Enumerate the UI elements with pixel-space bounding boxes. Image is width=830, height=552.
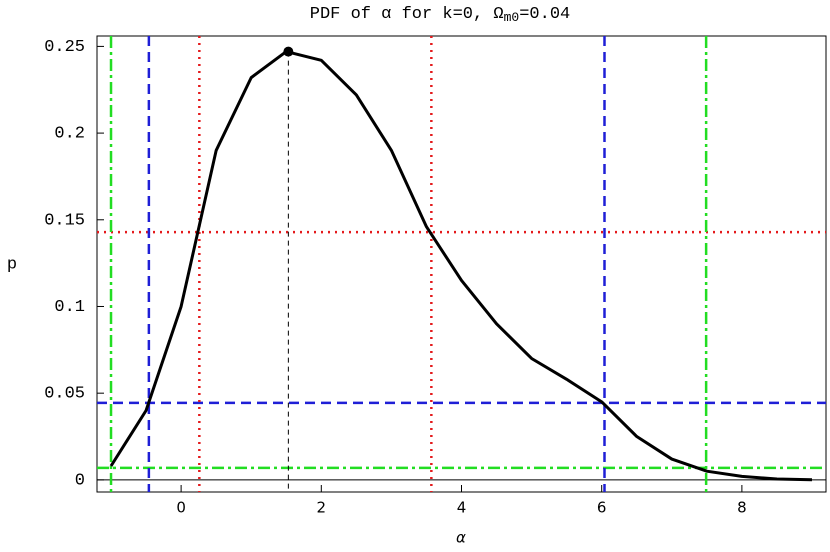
title-subscript: m0 bbox=[504, 10, 520, 25]
x-tick-label: 0 bbox=[176, 499, 186, 517]
y-tick-label: 0.25 bbox=[44, 38, 85, 57]
title-suffix: =0.04 bbox=[519, 5, 570, 24]
x-tick-label: 6 bbox=[597, 499, 607, 517]
plot-frame bbox=[96, 35, 827, 493]
pdf-curve bbox=[109, 50, 813, 482]
y-tick-label: 0.1 bbox=[54, 298, 85, 317]
title-main: PDF of α for k=0, Ω bbox=[310, 5, 504, 24]
x-tick-label: 8 bbox=[737, 499, 747, 517]
y-axis-label: p bbox=[7, 255, 17, 274]
y-tick-label: 0.05 bbox=[44, 385, 85, 404]
y-tick-label: 0.15 bbox=[44, 211, 85, 230]
x-tick-label: 4 bbox=[457, 499, 467, 517]
y-tick-label: 0.2 bbox=[54, 125, 85, 144]
chart-title: PDF of α for k=0, Ωm0=0.04 bbox=[310, 5, 570, 25]
y-tick-label: 0 bbox=[75, 471, 85, 490]
x-axis-label: α bbox=[456, 529, 466, 547]
mode-point bbox=[283, 46, 294, 57]
x-tick-label: 2 bbox=[317, 499, 327, 517]
